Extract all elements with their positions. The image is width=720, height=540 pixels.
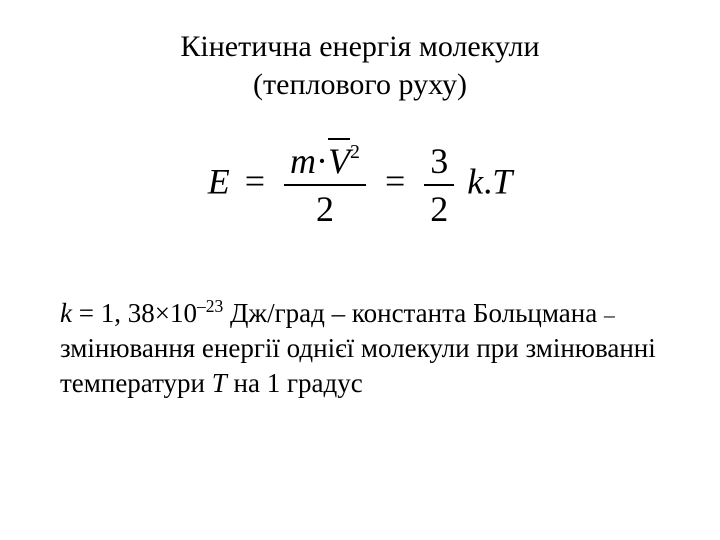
txt-units: Дж/град – константа Больцмана (223, 298, 604, 328)
val-1-38: = 1, 38 (72, 298, 155, 328)
denominator-2a: 2 (284, 186, 366, 230)
slide: Кінетична енергія молекули (теплового ру… (0, 0, 720, 540)
txt-rest2: на 1 градус (227, 368, 363, 398)
sym-eq-1: = (245, 161, 265, 201)
sym-V-mean: V (328, 140, 350, 182)
dash-small: – (604, 303, 615, 327)
sym-m: m (290, 141, 316, 181)
numerator-3: 3 (424, 140, 454, 186)
denominator-2b: 2 (424, 186, 454, 230)
boltzmann-description: k = 1, 38×10–23 Дж/град – константа Боль… (60, 295, 660, 401)
sym-eq-2: = (385, 161, 405, 201)
sym-T-body: T (212, 368, 227, 398)
sym-dot: · (316, 141, 328, 181)
sym-E: E (208, 161, 230, 201)
fraction-3-over-2: 3 2 (424, 140, 454, 230)
sym-times: × (155, 298, 170, 328)
title-line-1: Кінетична енергія молекули (180, 30, 539, 63)
val-10: 10 (170, 298, 197, 328)
sym-sq: 2 (350, 141, 360, 163)
sym-period: . (483, 161, 492, 201)
fraction-mv2-over-2: m·V2 2 (284, 140, 366, 230)
numerator-mv2: m·V2 (284, 140, 366, 186)
slide-title: Кінетична енергія молекули (теплового ру… (0, 28, 720, 103)
sym-k: k (467, 161, 483, 201)
exp-neg23: –23 (197, 296, 223, 316)
title-line-2: (теплового руху) (253, 68, 467, 101)
sym-T: T (492, 161, 512, 201)
sym-k-body: k (60, 298, 72, 328)
kinetic-energy-formula: E = m·V2 2 = 3 2 k.T (0, 140, 720, 230)
